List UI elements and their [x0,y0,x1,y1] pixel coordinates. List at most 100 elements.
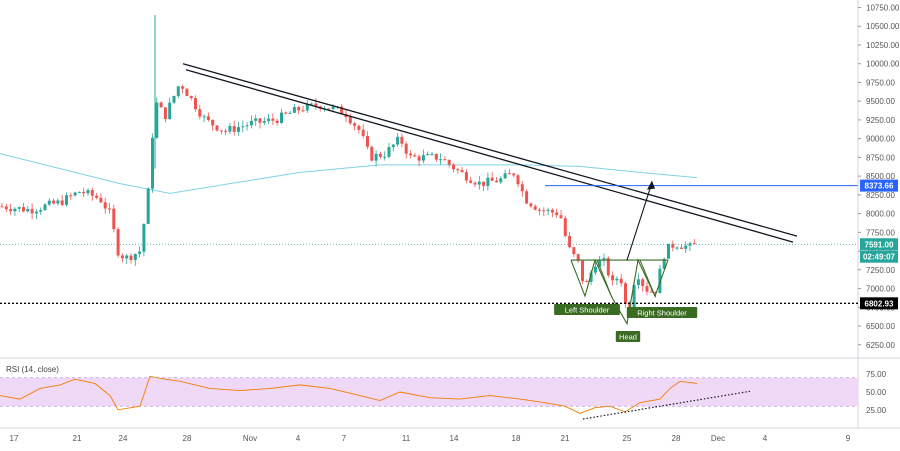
time-tick-label: 9 [846,434,851,443]
candle-body [426,154,430,156]
time-axis[interactable]: 17 21 24 28 Nov 4 7 11 14 18 21 25 28 Dec 4 9 [10,434,851,443]
candle-body [477,181,481,185]
candle-body [387,147,391,157]
candle-body [73,192,77,196]
candle-body [667,243,670,259]
price-tick-label: 9750.00 [866,78,895,87]
candle-body [452,164,455,170]
target-arrow-line [626,182,653,261]
rsi-tick-label: 25.00 [866,406,887,415]
candle-body [447,160,451,165]
candle-body [228,126,232,132]
candle-body [108,208,111,210]
candle-body [120,255,124,259]
candle-body [679,247,683,249]
rsi-divergence-line [582,390,751,420]
candle-body [215,125,219,131]
candle-body [417,156,421,161]
candle-body [43,204,47,210]
price-tick-label: 9500.00 [866,97,895,106]
candle-body [82,191,86,194]
candle-body [585,281,589,283]
time-tick-label: 28 [183,434,192,443]
price-tick-label: 8250.00 [866,191,895,200]
grid [0,0,900,429]
time-tick-label: 21 [73,434,82,443]
pattern-label-bg [626,307,698,318]
candle-body [692,243,696,245]
candle-body [636,279,640,286]
candle-body [516,175,520,185]
candle-body [495,180,498,183]
price-tag-label: 8373.66 [865,182,894,191]
candle-body [396,136,400,145]
candle-body [624,283,627,304]
candle-body [550,209,554,213]
candle-body [172,95,176,103]
candle-body [47,200,51,205]
time-tick-label: 25 [623,434,632,443]
candle-body [340,106,344,114]
candle-body [675,247,679,249]
candle-body [245,125,249,127]
candle-body [22,207,25,212]
candle-body [314,103,318,107]
candle-body [525,191,529,204]
candle-body [155,102,159,138]
trendline-upper [182,63,798,237]
candle-body [576,254,580,261]
candle-body [194,98,197,110]
candle-body [499,178,503,183]
time-tick-label: Dec [711,434,725,443]
price-axis[interactable]: 10750.00 10500.00 10250.00 10000.00 9750.00 9… [858,3,900,350]
candle-body [267,118,271,122]
candle-body [331,106,335,110]
candle-body [611,275,615,281]
price-tick-label: 7250.00 [866,266,895,275]
candle-body [469,180,473,183]
price-tag-label: 7591.00 [865,240,894,249]
candle-body [232,126,236,132]
candle-body [297,107,301,111]
candle-body [671,243,675,248]
candle-body [168,102,172,120]
candle-body [112,208,116,230]
price-tick-label: 7750.00 [866,228,895,237]
candle-body [90,190,94,196]
pattern-label: Left Shoulder [565,306,610,315]
candle-body [224,130,228,132]
candle-body [361,129,365,137]
candle-body [56,200,60,204]
pattern-label: Head [619,333,637,342]
candle-body [542,210,546,212]
price-tick-label: 10750.00 [866,3,900,12]
rsi-tick-label: 75.00 [866,370,887,379]
rsi-tick-label: 50.00 [866,388,887,397]
ma-line [0,153,698,194]
candle-body [327,108,331,110]
rsi-pane: RSI (14, close) 75.00 50.00 25.00 [0,365,887,420]
candle-body [490,177,494,181]
price-tick-label: 6500.00 [866,322,895,331]
time-tick-label: 11 [402,434,411,443]
time-tick-label: 21 [561,434,570,443]
candle-body [185,88,189,97]
price-tick-label: 10000.00 [866,60,900,69]
candle-body [275,120,279,123]
candle-body [529,203,533,207]
candle-body [125,255,129,259]
candle-body [503,173,507,179]
candle-body [409,153,412,156]
pattern-leg [639,259,656,297]
candle-body [206,116,210,120]
time-tick-label: Nov [243,434,257,443]
candle-body [649,291,653,293]
time-tick-label: 7 [342,434,347,443]
candle-body [593,266,597,273]
candle-body [249,120,253,126]
candle-body [555,212,559,216]
price-tick-label: 9250.00 [866,116,895,125]
candle-body [280,112,283,123]
candle-body [189,96,193,99]
candle-body [645,286,649,292]
